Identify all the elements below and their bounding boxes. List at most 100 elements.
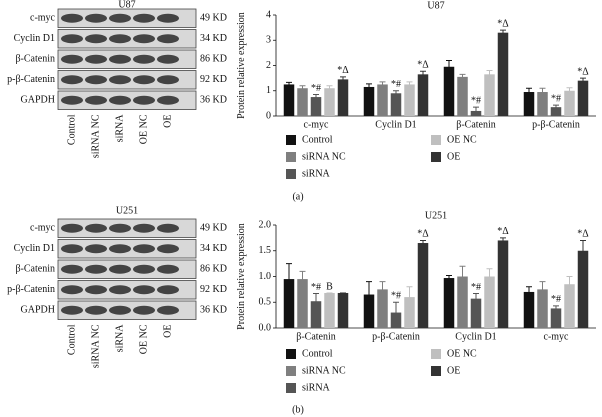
blot-size-label: 34 KD	[200, 243, 227, 254]
significance-label: *Δ	[497, 226, 509, 237]
blot-band	[157, 244, 179, 254]
blot-band	[133, 95, 155, 105]
legend-label: OE NC	[447, 348, 477, 359]
bar	[550, 308, 562, 328]
error-bar	[580, 239, 586, 262]
blot-band	[109, 305, 131, 315]
bar	[390, 93, 402, 116]
y-axis-label-box: Protein relative expression	[236, 12, 247, 119]
blot-row-label: p-β-Catenin	[7, 284, 55, 295]
error-bar	[286, 81, 292, 87]
legend-swatch	[286, 152, 296, 162]
legend-swatch	[286, 383, 296, 393]
error-bar	[393, 90, 399, 96]
bar	[457, 76, 468, 116]
blot-row-label: Cyclin D1	[14, 33, 55, 44]
error-bar	[553, 104, 559, 110]
error-bar	[313, 94, 319, 100]
y-tick-label: 1.0	[259, 271, 272, 282]
legend-swatch	[431, 349, 441, 359]
bar	[484, 276, 495, 328]
blot-band	[61, 13, 83, 23]
bar	[484, 74, 495, 116]
y-axis-label: Protein relative expression	[236, 223, 247, 330]
lane-label: siRNA NC	[90, 324, 101, 368]
blot-band	[109, 34, 131, 44]
error-bar	[459, 73, 466, 80]
significance-label: *Δ	[417, 229, 429, 240]
blot-band	[61, 75, 83, 85]
legend-swatch	[431, 135, 441, 145]
blot-size-label: 34 KD	[200, 33, 227, 44]
blot-band	[157, 305, 179, 315]
error-bar	[446, 59, 452, 74]
blot-band	[109, 75, 131, 85]
blot-band	[109, 264, 131, 274]
lane-label: OE NC	[138, 114, 149, 144]
blot-band	[85, 244, 107, 254]
bar	[457, 276, 468, 328]
error-bar	[539, 87, 546, 96]
error-bar	[420, 239, 426, 246]
legend-label: siRNA NC	[302, 151, 346, 162]
blot-band	[133, 75, 155, 85]
blot-row-label: Cyclin D1	[14, 243, 55, 254]
lane-label: Control	[66, 324, 77, 355]
blot-band	[85, 264, 107, 274]
y-tick-label: 2	[266, 60, 271, 71]
bar	[537, 289, 548, 328]
significance-label: *#	[311, 83, 321, 94]
significance-label: *Δ	[497, 18, 509, 29]
bar	[523, 291, 535, 328]
bar	[417, 243, 429, 328]
error-bar	[473, 292, 479, 304]
x-tick-label: β-Catenin	[296, 331, 336, 342]
significance-label: *#	[471, 95, 481, 106]
blot-band	[109, 285, 131, 295]
error-bar	[420, 70, 426, 78]
blot-band	[133, 244, 155, 254]
bar	[577, 80, 589, 116]
error-bar	[580, 77, 586, 84]
blot-band	[157, 223, 179, 233]
significance-label: *Δ	[417, 60, 429, 71]
x-tick-label: Cyclin D1	[375, 119, 416, 130]
significance-label: *#	[551, 294, 561, 305]
blot-band	[61, 264, 83, 274]
bar	[377, 84, 388, 116]
bar	[377, 289, 388, 328]
x-tick-label: β-Catenin	[456, 119, 496, 130]
error-bar	[486, 268, 493, 285]
error-bar	[553, 305, 559, 312]
significance-label: *#	[391, 291, 401, 302]
blot-size-label: 49 KD	[200, 223, 227, 234]
blot-row-label: β-Catenin	[15, 54, 55, 65]
error-bar	[406, 81, 413, 87]
legend-label: Control	[302, 348, 333, 359]
caption: (a)	[292, 191, 303, 202]
legend-label: siRNA NC	[302, 365, 346, 376]
error-bar	[393, 301, 399, 323]
bar	[550, 107, 562, 116]
lane-label: siRNA NC	[90, 114, 101, 158]
blot-row-label: β-Catenin	[15, 264, 55, 275]
blot-band	[133, 264, 155, 274]
error-bar	[379, 81, 386, 87]
error-bar	[299, 85, 306, 91]
chart-title: U251	[425, 210, 447, 221]
bar	[497, 32, 509, 116]
error-bar	[566, 276, 573, 292]
blot-size-label: 92 KD	[200, 74, 227, 85]
bar	[404, 297, 415, 328]
blot-band	[133, 305, 155, 315]
blot-size-label: 92 KD	[200, 284, 227, 295]
blot-band	[85, 13, 107, 23]
blot-band	[109, 54, 131, 64]
x-tick-label: c-myc	[544, 331, 570, 342]
blot-title: U251	[116, 205, 138, 216]
significance-label: *#	[551, 93, 561, 104]
blot-title: U87	[118, 0, 135, 10]
significance-label: *#	[471, 282, 481, 293]
bar	[417, 74, 429, 116]
